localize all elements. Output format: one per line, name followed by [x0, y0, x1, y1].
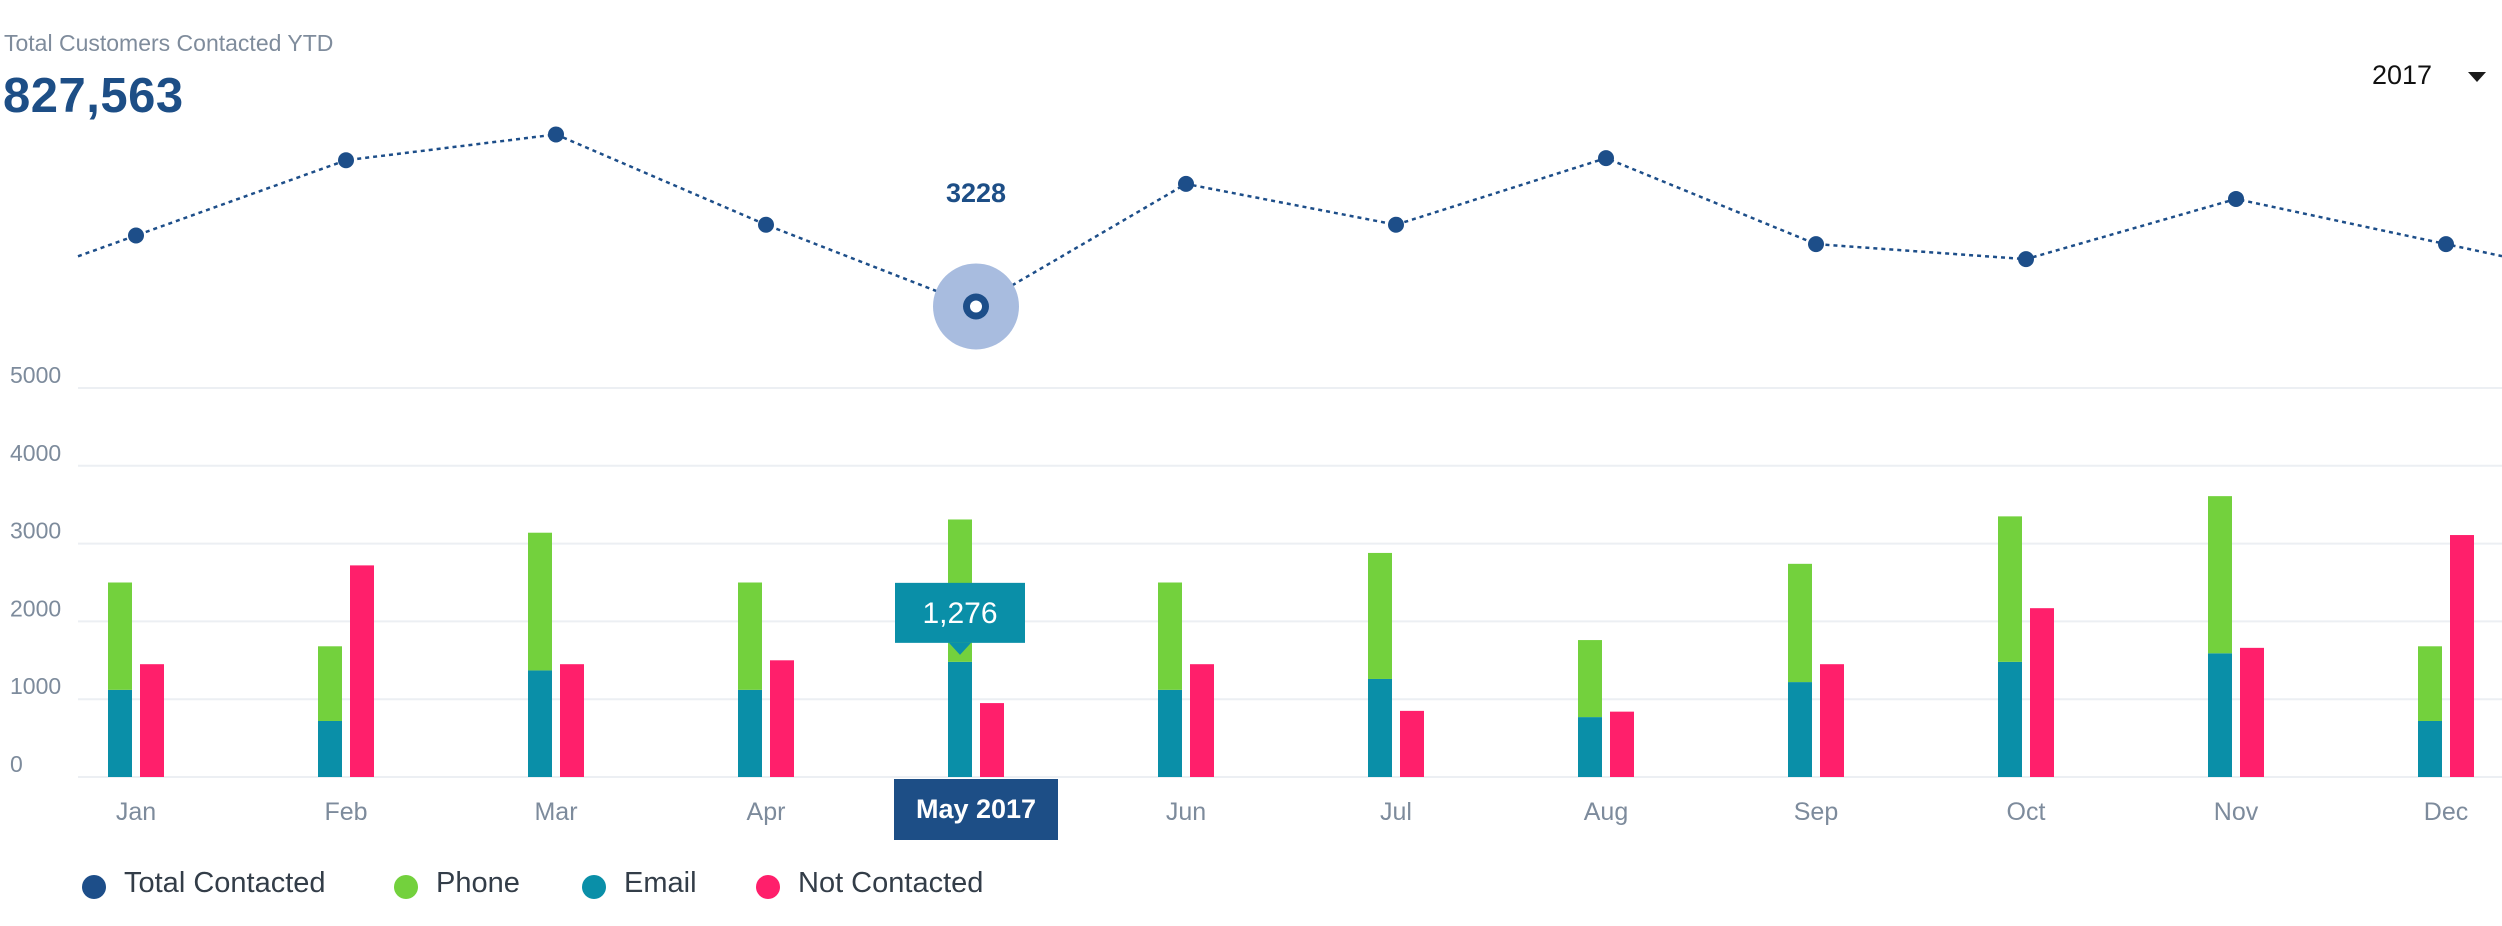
x-tick-label: Feb: [324, 798, 367, 826]
bar-phone: [2208, 496, 2232, 654]
legend-item-email[interactable]: Email: [582, 866, 712, 902]
bar-phone: [1788, 563, 1812, 683]
legend-label-not-contacted: Not Contacted: [798, 867, 984, 899]
legend-dot-email: [582, 875, 606, 899]
y-tick-label: 3000: [10, 518, 61, 544]
bar-email: [948, 661, 972, 777]
bar-not-contacted: [140, 664, 164, 777]
legend-item-not-contacted[interactable]: Not Contacted: [756, 866, 1016, 902]
bar-phone: [108, 582, 132, 690]
x-tick-label: Jan: [116, 798, 156, 826]
bar-phone: [528, 532, 552, 671]
bar-email: [1998, 661, 2022, 777]
selected-month-label: May 2017: [916, 794, 1036, 824]
bar-email: [1788, 682, 1812, 777]
x-tick-label: Aug: [1584, 798, 1628, 826]
selected-month-badge: [894, 779, 1058, 840]
bar-not-contacted: [980, 703, 1004, 777]
total-contacted-point: [2438, 236, 2454, 253]
total-contacted-point: [2228, 190, 2244, 207]
total-contacted-point: [338, 152, 354, 169]
total-contacted-point: [1808, 236, 1824, 253]
legend-label-email: Email: [624, 867, 697, 899]
x-tick-label: Sep: [1794, 798, 1838, 826]
bar-phone: [1158, 582, 1182, 690]
year-dropdown-value: 2017: [2372, 60, 2433, 90]
x-tick-label: Mar: [534, 798, 577, 826]
bar-not-contacted: [560, 664, 584, 777]
bar-email: [318, 720, 342, 777]
year-dropdown[interactable]: 2017: [2372, 56, 2492, 96]
highlight-total-label: 3228: [946, 178, 1006, 208]
bar-not-contacted: [770, 660, 794, 777]
bar-email: [2208, 653, 2232, 777]
legend-label-phone: Phone: [436, 867, 520, 899]
x-tick-label: Oct: [2007, 798, 2046, 826]
legend-item-phone[interactable]: Phone: [394, 866, 534, 902]
x-tick-label: Nov: [2214, 798, 2259, 826]
caret-down-icon: [2468, 72, 2486, 82]
bar-phone: [738, 582, 762, 690]
bar-not-contacted: [2240, 647, 2264, 777]
total-customers-label: Total Customers Contacted YTD: [4, 30, 334, 56]
bar-email: [1578, 717, 1602, 777]
y-tick-label: 5000: [10, 362, 61, 388]
x-tick-label: Apr: [747, 798, 786, 826]
legend-dot-phone: [394, 875, 418, 899]
bar-email: [1368, 678, 1392, 777]
legend-dot-total: [82, 875, 106, 899]
bar-phone: [1578, 640, 1602, 718]
y-tick-label: 1000: [10, 673, 61, 699]
total-contacted-point: [1388, 216, 1404, 233]
bar-not-contacted: [1610, 711, 1634, 777]
y-tick-label: 2000: [10, 595, 61, 621]
bar-phone: [1368, 552, 1392, 679]
bar-email: [738, 689, 762, 777]
total-contacted-line: [77, 133, 2502, 308]
bar-tooltip: [895, 582, 1025, 643]
total-contacted-point: [548, 126, 564, 143]
x-tick-label: Dec: [2424, 798, 2468, 826]
bar-phone: [1998, 516, 2022, 662]
bar-email: [528, 670, 552, 777]
total-contacted-point: [1178, 175, 1194, 192]
total-contacted-point: [2018, 251, 2034, 268]
total-contacted-point: [758, 216, 774, 233]
bar-email: [108, 689, 132, 777]
legend-label-total: Total Contacted: [124, 867, 326, 899]
bar-not-contacted: [2450, 535, 2474, 777]
bar-not-contacted: [1190, 664, 1214, 777]
bar-not-contacted: [350, 565, 374, 777]
highlight-point-center: [970, 300, 982, 313]
x-tick-label: Jun: [1166, 798, 1206, 826]
bar-phone: [318, 646, 342, 721]
x-tick-label: Jul: [1380, 798, 1412, 826]
bar-not-contacted: [1400, 710, 1424, 777]
total-contacted-point: [128, 227, 144, 244]
bar-not-contacted: [1820, 664, 1844, 777]
bar-phone: [2418, 646, 2442, 721]
bar-tooltip-value: 1,276: [922, 597, 997, 630]
legend-dot-not-contacted: [756, 875, 780, 899]
bar-tooltip-pointer: [949, 642, 971, 655]
bar-not-contacted: [2030, 608, 2054, 777]
total-customers-value: 827,563: [3, 69, 184, 123]
y-tick-label: 4000: [10, 440, 61, 466]
total-contacted-point: [1598, 150, 1614, 167]
y-tick-label: 0: [10, 751, 23, 777]
bar-email: [1158, 689, 1182, 777]
legend-item-total-contacted[interactable]: Total Contacted: [82, 866, 342, 902]
bar-email: [2418, 720, 2442, 777]
